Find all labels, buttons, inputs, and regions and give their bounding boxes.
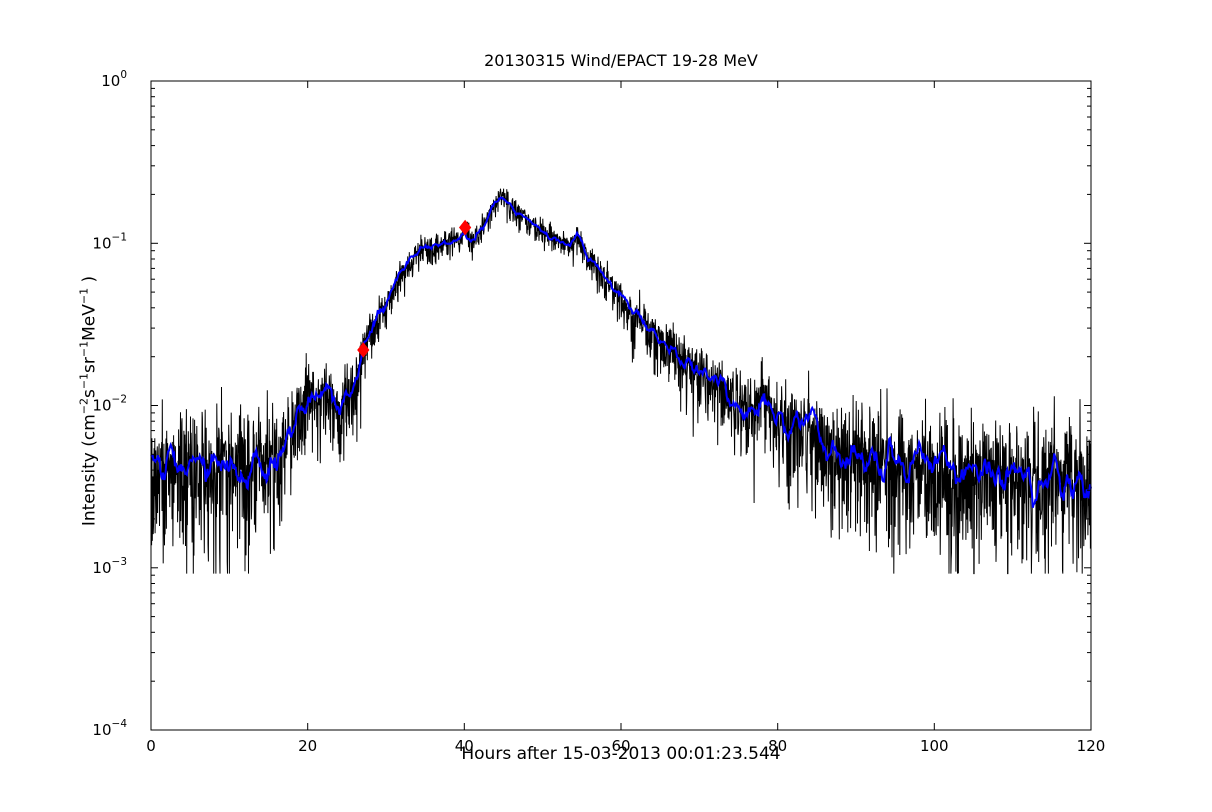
- axis-tick-labels: 0 20 40 60 80 100 120 100 10−1 10−2 10−3 10−4: [92, 69, 1105, 755]
- y-label-text: ): [79, 275, 100, 288]
- y-label-text: Intensity (cm: [79, 414, 100, 527]
- x-tick-label: 0: [146, 737, 156, 755]
- y-label-superscript: −1: [77, 287, 91, 305]
- x-axis-label: Hours after 15-03-2013 00:01:23.544: [461, 744, 781, 764]
- x-tick-label: 40: [455, 737, 474, 755]
- y-tick-label: 10−1: [92, 231, 127, 252]
- y-label-superscript: −2: [77, 398, 91, 415]
- y-tick-label: 10−2: [92, 394, 127, 415]
- x-tick-label: 100: [920, 737, 949, 755]
- x-tick-label: 80: [768, 737, 787, 755]
- y-tick-label: 10−3: [92, 556, 127, 577]
- x-tick-label: 120: [1077, 737, 1106, 755]
- series-group: [150, 188, 1092, 575]
- chart-title: 20130315 Wind/EPACT 19-28 MeV: [484, 51, 758, 70]
- event-marker-diamond: [458, 219, 472, 236]
- y-label-superscript: −1: [77, 340, 91, 358]
- axis-ticks: [150, 80, 1092, 731]
- y-label-text: s: [79, 389, 100, 399]
- raw-intensity-trace: [150, 188, 1092, 575]
- x-tick-label: 20: [298, 737, 317, 755]
- y-label-text: MeV: [79, 304, 100, 341]
- y-tick-label: 100: [101, 69, 127, 90]
- y-tick-label: 10−4: [92, 718, 127, 739]
- y-label-text: sr: [79, 357, 100, 373]
- x-tick-label: 60: [611, 737, 630, 755]
- event-marker-diamond: [357, 342, 370, 358]
- y-axis-label: Intensity (cm−2s−1sr−1MeV−1 ): [74, 276, 101, 526]
- y-label-superscript: −1: [77, 372, 91, 390]
- smoothed-intensity-trace: [150, 196, 1092, 508]
